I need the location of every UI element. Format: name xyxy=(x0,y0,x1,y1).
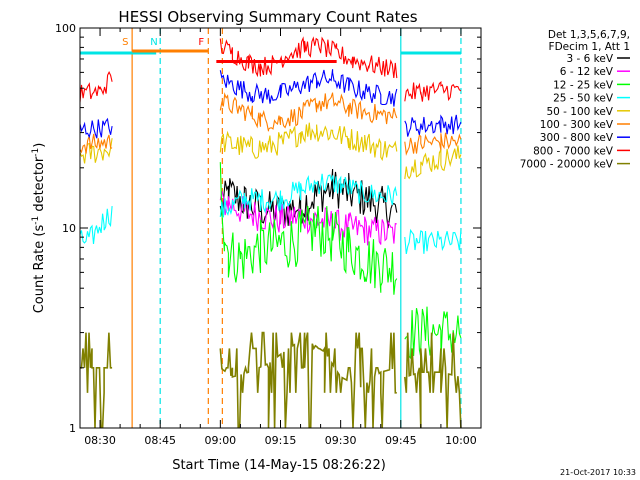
series-line-25-50-1 xyxy=(219,173,398,218)
y-label-sup: -1 xyxy=(31,216,41,225)
series-line-50-100-1 xyxy=(219,122,398,162)
series-line-300-800-1 xyxy=(219,69,398,107)
series-6-12 xyxy=(219,191,397,246)
legend: Det 1,3,5,6,7,9,FDecim 1, Att 13 - 6 keV… xyxy=(520,29,630,171)
series-line-6-12-0 xyxy=(219,191,397,246)
chart-title: HESSI Observing Summary Count Rates xyxy=(118,8,417,26)
series-line-800-7000-0 xyxy=(80,70,113,103)
y-label-main: Count Rate (s xyxy=(32,225,47,314)
series-300-800 xyxy=(80,69,462,139)
x-tick-label: 10:00 xyxy=(445,434,477,447)
series-line-7000-20000-2 xyxy=(404,332,462,428)
series-line-25-50-2 xyxy=(404,228,462,255)
y-label-tail: detector xyxy=(32,156,47,216)
series-line-50-100-2 xyxy=(404,145,462,180)
series-line-100-300-1 xyxy=(219,92,398,132)
series-line-50-100-0 xyxy=(80,138,113,164)
series-line-7000-20000-0 xyxy=(80,332,113,428)
x-tick-label: 09:45 xyxy=(385,434,417,447)
series-line-100-300-2 xyxy=(404,132,462,156)
x-axis: 08:30 08:45 09:00 09:15 09:30 09:45 10:00 xyxy=(79,28,482,447)
series-25-50 xyxy=(80,173,462,255)
legend-label-800-7000: 800 - 7000 keV xyxy=(533,145,614,157)
x-tick-label: 08:30 xyxy=(84,434,116,447)
y-tick-label: 100 xyxy=(55,22,76,35)
series-50-100 xyxy=(80,122,462,180)
series-line-3-6-0 xyxy=(219,168,398,229)
legend-label-25-50: 25 - 50 keV xyxy=(553,93,614,105)
y-tick-label: 10 xyxy=(62,222,76,235)
series-line-300-800-0 xyxy=(80,117,113,139)
svg-text:Count Rate (s-1 detector-1): Count Rate (s-1 detector-1) xyxy=(31,143,47,314)
series-line-300-800-2 xyxy=(404,114,462,137)
y-tick-label: 1 xyxy=(69,422,76,435)
marker-label-S: S xyxy=(122,37,128,48)
series-line-12-25-0 xyxy=(219,162,398,295)
x-tick-label: 09:15 xyxy=(265,434,297,447)
y-label-sup2: -1 xyxy=(31,148,41,157)
legend-label-3-6: 3 - 6 keV xyxy=(566,53,613,65)
y-axis-label: Count Rate (s-1 detector-1) xyxy=(31,143,47,314)
legend-label-7000-20000: 7000 - 20000 keV xyxy=(520,159,614,171)
x-tick-label: 09:00 xyxy=(204,434,236,447)
series-7000-20000 xyxy=(80,331,462,428)
series-line-25-50-0 xyxy=(80,206,113,245)
x-tick-label: 09:30 xyxy=(325,434,357,447)
series-800-7000 xyxy=(80,36,462,103)
series-3-6 xyxy=(219,168,398,229)
x-axis-label: Start Time (14-May-15 08:26:22) xyxy=(172,458,386,473)
series-line-800-7000-2 xyxy=(404,80,462,102)
series-100-300 xyxy=(80,92,462,156)
series-line-100-300-0 xyxy=(80,133,113,154)
legend-label-12-25: 12 - 25 keV xyxy=(553,79,614,91)
legend-label-300-800: 300 - 800 keV xyxy=(540,132,614,144)
series-12-25 xyxy=(219,162,462,360)
marker-label-F: F xyxy=(198,37,204,48)
series-line-800-7000-1 xyxy=(219,36,398,79)
legend-label-100-300: 100 - 300 keV xyxy=(540,119,614,131)
legend-label-50-100: 50 - 100 keV xyxy=(546,106,613,118)
legend-header-line: Det 1,3,5,6,7,9, xyxy=(548,29,630,41)
marker-label-N: N xyxy=(150,37,157,48)
legend-label-6-12: 6 - 12 keV xyxy=(560,66,614,78)
series-line-7000-20000-1 xyxy=(219,331,397,428)
timestamp: 21-Oct-2017 10:33 xyxy=(560,468,636,477)
legend-header-line: FDecim 1, Att 1 xyxy=(549,41,630,53)
y-label-close: ) xyxy=(32,143,47,148)
x-tick-label: 08:45 xyxy=(144,434,176,447)
series-line-12-25-1 xyxy=(404,306,462,360)
